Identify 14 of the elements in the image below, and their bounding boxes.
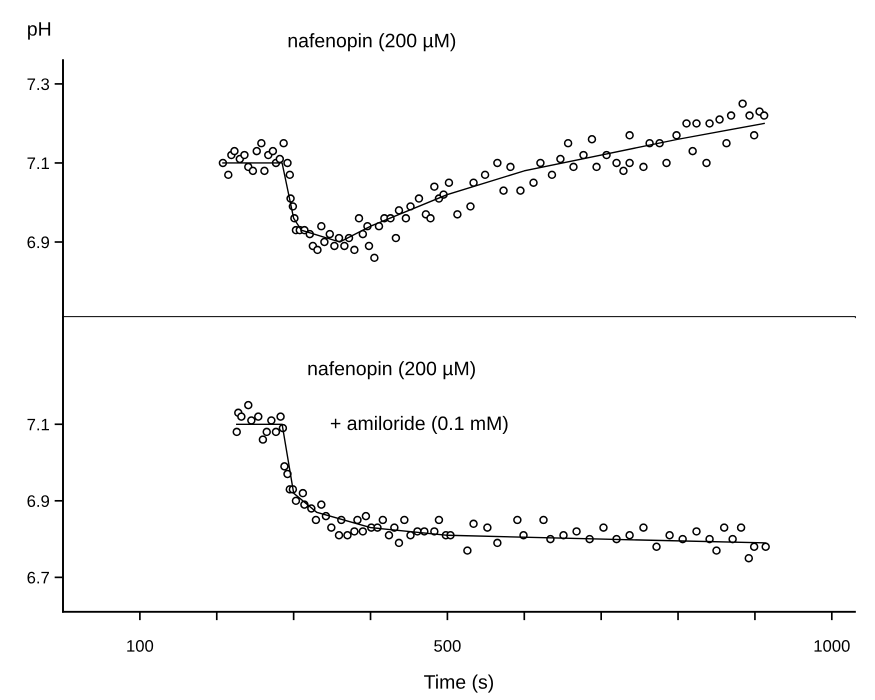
y-tick-label: 7.3: [27, 78, 50, 90]
text: nafenopin (200 µM): [288, 33, 456, 52]
x-tick-label: 500: [434, 640, 461, 652]
y-axis-title: pH: [28, 22, 50, 40]
x-axis-title: Time (s): [424, 674, 494, 693]
y-tick-label: 7.1: [27, 158, 49, 169]
x-tick-label: 1000: [814, 640, 850, 652]
annotation: nafenopin (200 µM): [308, 361, 475, 380]
x-tick-label: 100: [127, 640, 154, 652]
annotation: + amiloride (0.1 mM): [330, 416, 508, 434]
y-tick-label: 6.9: [27, 236, 50, 248]
y-tick-label: 7.1: [27, 418, 49, 430]
y-tick-label: 6.9: [27, 495, 50, 508]
y-tick-label: 6.7: [27, 572, 49, 584]
